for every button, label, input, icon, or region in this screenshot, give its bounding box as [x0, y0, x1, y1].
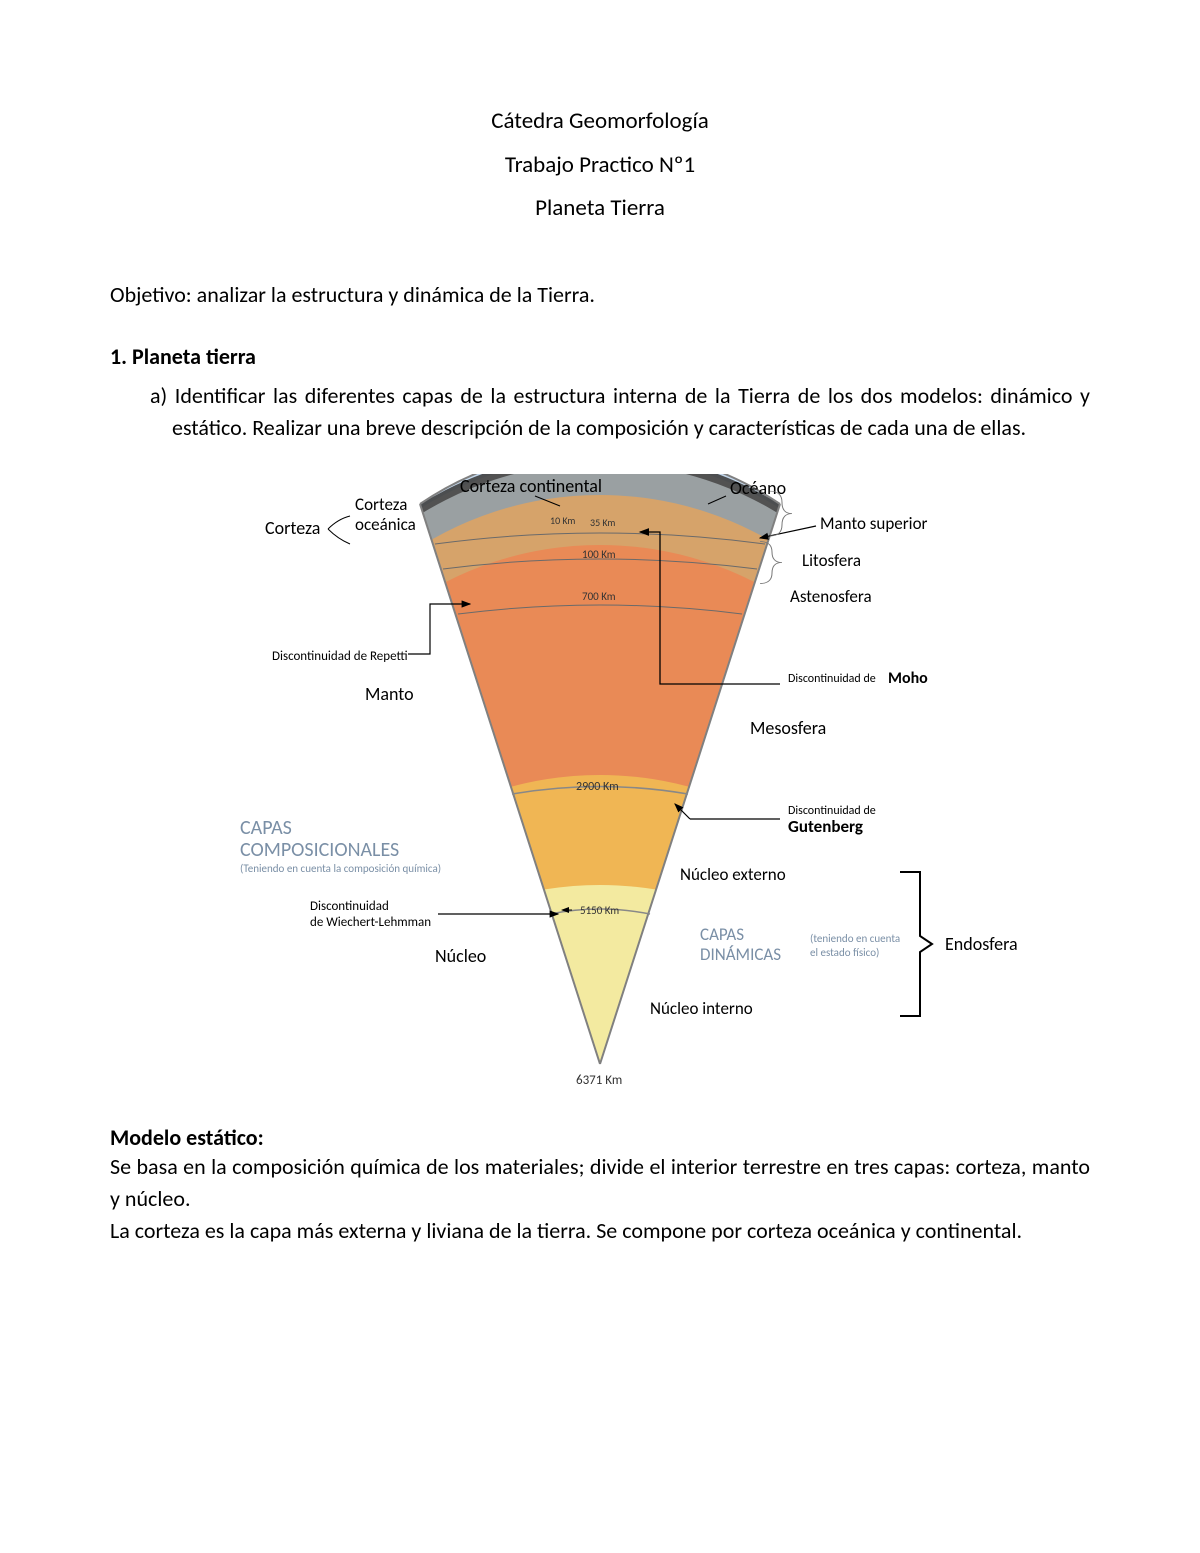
section-1-title: 1. Planeta tierra	[110, 343, 1090, 370]
label-corteza-continental: Corteza continental	[460, 475, 602, 497]
item-a-text: a) Identificar las diferentes capas de l…	[150, 380, 1090, 444]
left-group-subtitle: (Teniendo en cuenta la composición quími…	[240, 862, 441, 875]
doc-header: Cátedra Geomorfología Trabajo Practico N…	[110, 100, 1090, 231]
header-line-3: Planeta Tierra	[110, 187, 1090, 231]
depth-700km: 700 Km	[582, 590, 616, 603]
objective-text: Objetivo: analizar la estructura y dinám…	[110, 281, 1090, 308]
left-group-title-a: CAPAS	[240, 816, 292, 840]
label-nucleo-ext: Núcleo externo	[680, 864, 786, 885]
label-gutenberg-b: Gutenberg	[788, 816, 863, 837]
label-astenosfera: Astenosfera	[790, 586, 872, 607]
label-nucleo-int: Núcleo interno	[650, 998, 753, 1019]
right-group-title-a: CAPAS	[700, 924, 744, 945]
depth-2900km: 2900 Km	[576, 780, 619, 794]
earth-layers-diagram: 10 Km 35 Km 100 Km 700 Km 2900 Km 5150 K…	[110, 474, 1090, 1094]
label-moho-a: Discontinuidad de	[788, 672, 876, 686]
static-model-p1: Se basa en la composición química de los…	[110, 1151, 1090, 1215]
depth-35km: 35 Km	[590, 516, 615, 529]
label-corteza-oceanica-b: oceánica	[355, 514, 416, 535]
section-1-item-a: a) Identificar las diferentes capas de l…	[150, 380, 1090, 444]
label-manto: Manto	[365, 683, 414, 705]
depth-10km: 10 Km	[550, 514, 575, 527]
right-group-title-b: DINÁMICAS	[700, 944, 781, 965]
label-corteza-oceanica-a: Corteza	[355, 494, 407, 515]
depth-100km: 100 Km	[582, 548, 616, 561]
depth-6371km: 6371 Km	[576, 1073, 622, 1088]
static-model-p2: La corteza es la capa más externa y livi…	[110, 1215, 1090, 1247]
left-group-title-b: COMPOSICIONALES	[240, 838, 399, 862]
label-litosfera: Litosfera	[802, 550, 861, 571]
label-moho-b: Moho	[888, 669, 928, 688]
depth-5150km: 5150 Km	[580, 904, 619, 917]
label-oceano: Océano	[730, 477, 786, 499]
label-manto-sup: Manto superior	[820, 513, 928, 534]
label-nucleo: Núcleo	[435, 945, 486, 967]
earth-layers-svg: 10 Km 35 Km 100 Km 700 Km 2900 Km 5150 K…	[160, 474, 1040, 1094]
right-group-subtitle-a: (teniendo en cuenta	[810, 932, 900, 945]
label-wiechert-b: de Wiechert-Lehmman	[310, 915, 431, 930]
label-disc-repetti: Discontinuidad de Repetti	[272, 649, 408, 664]
header-line-1: Cátedra Geomorfología	[110, 100, 1090, 144]
label-endosfera: Endosfera	[945, 933, 1018, 955]
right-group-subtitle-b: el estado físico)	[810, 946, 879, 959]
label-corteza: Corteza	[265, 517, 320, 539]
static-model-heading: Modelo estático:	[110, 1124, 1090, 1151]
label-mesosfera: Mesosfera	[750, 717, 826, 739]
header-line-2: Trabajo Practico Nº1	[110, 144, 1090, 188]
label-wiechert-a: Discontinuidad	[310, 899, 389, 914]
